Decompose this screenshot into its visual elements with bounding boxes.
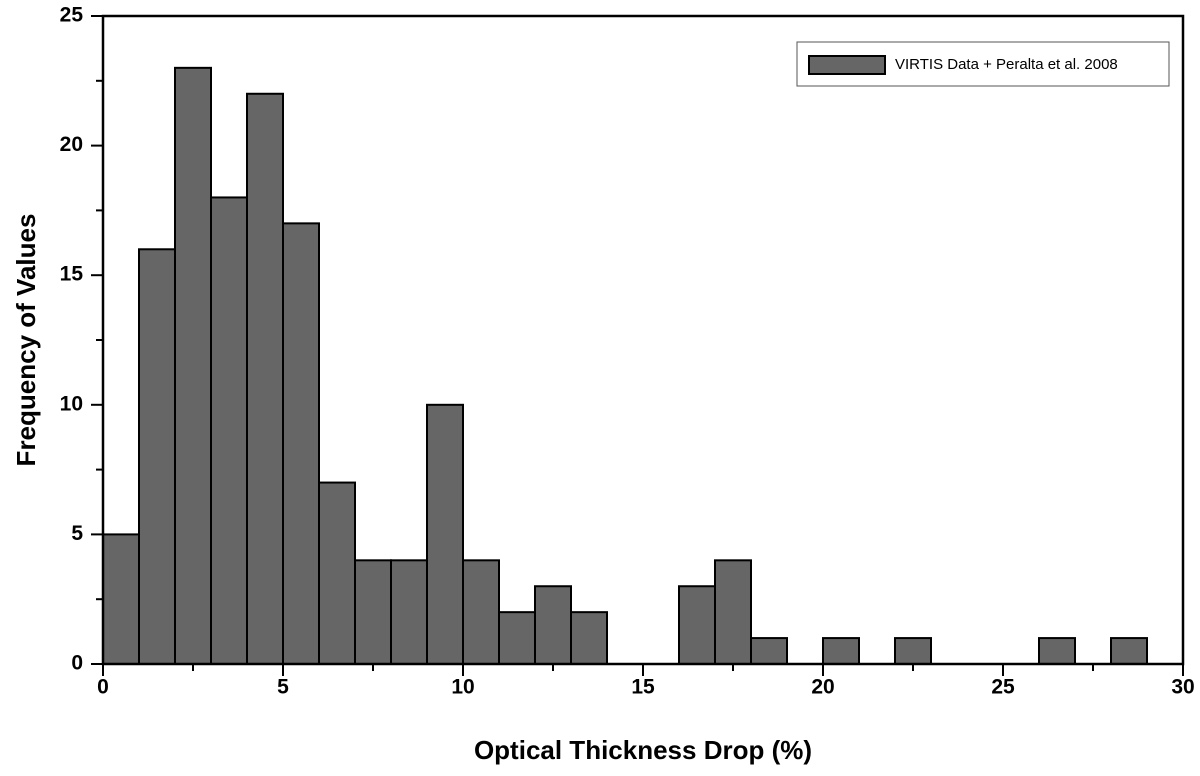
legend-label: VIRTIS Data + Peralta et al. 2008 — [895, 56, 1118, 73]
bar — [534, 585, 572, 665]
x-tick-label: 15 — [631, 676, 655, 699]
x-tick-label: 30 — [1171, 676, 1194, 699]
bar — [894, 637, 932, 666]
bar — [750, 637, 788, 666]
x-tick-label: 20 — [811, 676, 834, 699]
bar — [174, 66, 212, 665]
bar — [714, 559, 752, 666]
x-tick-label: 25 — [991, 676, 1015, 699]
bar — [210, 196, 248, 665]
x-tick-label: 5 — [277, 676, 289, 699]
bar — [1110, 637, 1148, 666]
bar — [1038, 637, 1076, 666]
bar — [426, 403, 464, 665]
bar — [138, 248, 176, 665]
bar — [282, 222, 320, 666]
y-axis-label: Frequency of Values — [11, 214, 41, 467]
y-tick-label: 15 — [60, 263, 84, 286]
y-tick-label: 20 — [60, 133, 83, 156]
bar — [354, 559, 392, 666]
x-axis-label: Optical Thickness Drop (%) — [474, 735, 812, 765]
y-tick-label: 25 — [60, 4, 84, 27]
bar — [678, 585, 716, 665]
bar — [498, 611, 536, 665]
bar — [390, 559, 428, 666]
x-tick-label: 10 — [451, 676, 474, 699]
y-tick-label: 10 — [60, 392, 83, 415]
y-tick-label: 5 — [71, 522, 83, 545]
bar — [462, 559, 500, 666]
bar — [102, 533, 140, 666]
bar — [822, 637, 860, 666]
bar — [318, 481, 356, 665]
legend-swatch — [808, 55, 886, 75]
bar — [570, 611, 608, 665]
y-tick-label: 0 — [71, 652, 83, 675]
x-tick-label: 0 — [97, 676, 109, 699]
bar — [246, 92, 284, 665]
